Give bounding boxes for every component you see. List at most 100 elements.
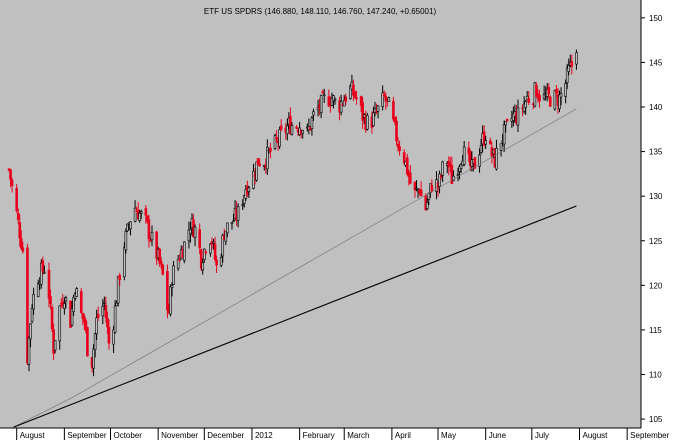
candle-body: [43, 271, 46, 274]
candle-body: [84, 320, 88, 331]
candle-body: [39, 262, 43, 285]
candle-body: [212, 241, 215, 244]
candle-body: [273, 135, 277, 149]
candle-body: [170, 284, 174, 288]
candle-body: [116, 276, 120, 304]
candle-body: [333, 98, 337, 101]
candle-body: [504, 121, 507, 126]
candle-body: [450, 165, 454, 184]
candle-body: [459, 164, 463, 169]
candle-body: [106, 318, 109, 328]
candle-body: [20, 238, 23, 249]
candle-body: [527, 98, 531, 103]
candle-body: [247, 187, 251, 192]
x-tick-label: August: [20, 431, 46, 440]
candle-body: [310, 117, 314, 129]
candle-body: [402, 152, 406, 164]
candle-body: [172, 265, 175, 285]
candle-body: [473, 157, 477, 169]
candle-body: [47, 269, 51, 300]
candle-body: [213, 243, 217, 260]
candle-body: [93, 333, 97, 350]
candle-body: [567, 65, 571, 72]
candle-body: [204, 251, 208, 253]
x-tick-label: May: [441, 431, 456, 440]
candle-body: [258, 163, 261, 167]
trendline: [13, 205, 577, 428]
candle-body: [439, 175, 443, 178]
candle-body: [558, 94, 561, 110]
candle-body: [416, 188, 420, 191]
x-tick-label: December: [207, 431, 244, 440]
candle-body: [349, 85, 352, 99]
y-tick-label: 135: [649, 148, 663, 157]
y-axis: 105 110 115 120 125 130 135 140 145 150: [640, 0, 663, 428]
candle-body: [16, 213, 20, 220]
candle-body: [352, 84, 355, 96]
candle-body: [146, 215, 149, 222]
candle-body: [538, 94, 541, 102]
candle-body: [330, 98, 334, 106]
candle-body: [252, 170, 255, 189]
candle-body: [72, 297, 75, 312]
candle-body: [430, 185, 434, 192]
candle-body: [319, 95, 323, 113]
candle-body: [241, 204, 245, 206]
candle-body: [495, 147, 498, 170]
candle-body: [79, 291, 83, 313]
candle-body: [115, 302, 118, 307]
candle-body: [499, 143, 503, 151]
candle-body: [182, 241, 186, 261]
candle-body: [535, 84, 538, 97]
candle-body: [50, 306, 54, 330]
candle-body: [9, 169, 12, 180]
candle-body: [489, 140, 492, 145]
candle-body: [27, 337, 31, 365]
candle-body: [525, 95, 529, 101]
candle-body: [295, 126, 298, 129]
candle-body: [553, 90, 557, 110]
candle-body: [505, 119, 509, 121]
x-tick-label: April: [395, 431, 411, 440]
y-tick-label: 140: [649, 103, 663, 112]
candle-body: [570, 61, 574, 67]
candle-body: [365, 115, 369, 130]
candle-body: [202, 248, 206, 260]
candle-body: [269, 147, 272, 152]
candle-body: [123, 247, 126, 278]
candle-body: [236, 206, 240, 221]
candle-body: [178, 258, 181, 261]
x-tick-label: October: [113, 431, 142, 440]
candle-body: [547, 87, 551, 95]
candle-body: [49, 295, 52, 305]
candle-body: [478, 154, 481, 167]
candle-body: [255, 161, 258, 181]
candle-body: [321, 91, 324, 94]
candle-body: [96, 314, 100, 318]
candle-body: [279, 125, 283, 130]
x-tick-label: November: [161, 431, 198, 440]
candle-body: [103, 301, 106, 304]
y-tick-label: 120: [649, 281, 663, 290]
candle-body: [201, 262, 205, 271]
candle-body: [479, 145, 483, 153]
x-tick-label: July: [535, 431, 549, 440]
candle-body: [147, 219, 151, 240]
candle-body: [64, 297, 68, 302]
y-tick-label: 125: [649, 237, 663, 246]
chart-title: ETF US SPDRS (146.880, 148.110, 146.760,…: [204, 7, 437, 16]
candle-body: [361, 102, 364, 121]
candle-body: [226, 222, 229, 234]
candle-body: [462, 146, 466, 165]
candle-body: [92, 348, 95, 369]
candle-body: [221, 234, 225, 257]
candle-body: [382, 94, 386, 96]
candle-body: [107, 327, 111, 344]
candle-body: [405, 157, 409, 175]
candle-body: [564, 83, 567, 97]
candle-body: [373, 108, 377, 114]
y-tick-label: 115: [649, 326, 662, 335]
candle-body: [15, 188, 18, 212]
candle-body: [189, 229, 192, 235]
candle-body: [565, 67, 569, 83]
